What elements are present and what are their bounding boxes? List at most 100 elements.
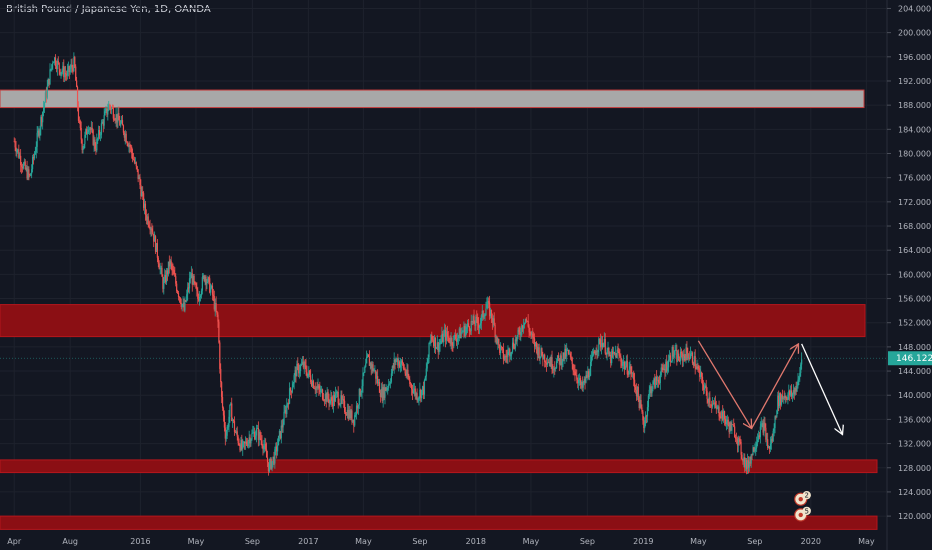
candle-body bbox=[748, 461, 750, 468]
candle-body bbox=[42, 107, 45, 112]
candle-body bbox=[374, 370, 376, 371]
candle-body bbox=[776, 410, 778, 417]
candle-body bbox=[243, 441, 245, 443]
candle-body bbox=[230, 403, 232, 405]
trend-arrow[interactable] bbox=[801, 343, 843, 435]
candle-body bbox=[611, 351, 613, 364]
candle-body bbox=[722, 411, 724, 421]
candle-body bbox=[472, 316, 474, 323]
candle-body bbox=[249, 437, 251, 444]
candle-body bbox=[142, 191, 144, 194]
candle-body bbox=[239, 444, 241, 451]
candle-body bbox=[125, 133, 127, 143]
candle-body bbox=[773, 428, 775, 431]
candle-body bbox=[252, 432, 254, 434]
candle-body bbox=[51, 64, 53, 69]
price-axis[interactable]: 204.000 200.000 196.000 192.000 188.000 184.0… bbox=[887, 4, 931, 521]
candle-body bbox=[563, 352, 565, 359]
candle-body bbox=[322, 399, 325, 401]
candle-body bbox=[426, 363, 428, 369]
candle-body bbox=[288, 388, 291, 404]
price-tick-label: 204.000 bbox=[898, 4, 931, 13]
candle-body bbox=[269, 458, 271, 464]
candle-body bbox=[745, 460, 747, 468]
candle-body bbox=[475, 316, 477, 326]
candle-body bbox=[318, 385, 320, 389]
candle-body bbox=[560, 355, 562, 366]
candle-body bbox=[285, 410, 287, 415]
candle-body bbox=[784, 395, 786, 399]
candle-body bbox=[503, 359, 505, 360]
candle-body bbox=[39, 128, 41, 136]
candle-body bbox=[418, 396, 420, 399]
candle-body bbox=[570, 356, 572, 358]
candle-body bbox=[498, 339, 500, 345]
candle-body bbox=[459, 328, 461, 339]
candle-body bbox=[362, 372, 364, 387]
candle-body bbox=[265, 443, 267, 450]
candle-body bbox=[516, 335, 518, 342]
candle-body bbox=[656, 379, 659, 381]
candle-body bbox=[667, 367, 669, 371]
candle-body bbox=[397, 358, 399, 366]
candle-body bbox=[363, 372, 365, 374]
candle-body bbox=[109, 106, 112, 110]
candle-body bbox=[530, 332, 532, 335]
candle-body bbox=[180, 302, 182, 307]
candle-body bbox=[743, 457, 745, 462]
candle-body bbox=[145, 215, 147, 221]
candle-body bbox=[388, 384, 390, 388]
time-axis[interactable]: Apr Aug 2016 May Sep 2017 May Sep 2018 May Sep 2019… bbox=[7, 537, 875, 546]
candle-body bbox=[43, 102, 46, 108]
candle-body bbox=[457, 335, 460, 339]
candle-body bbox=[377, 382, 380, 384]
candle-body bbox=[90, 127, 92, 130]
event-marker[interactable]: 5 bbox=[794, 506, 811, 522]
candle-body bbox=[92, 130, 94, 145]
candle-body bbox=[302, 361, 304, 368]
candle-body bbox=[37, 130, 39, 133]
candle-body bbox=[23, 161, 25, 165]
candle-body bbox=[772, 430, 774, 442]
candle-body bbox=[406, 369, 408, 376]
candle-body bbox=[622, 363, 624, 366]
trend-arrow[interactable] bbox=[751, 344, 799, 429]
candle-body bbox=[621, 361, 623, 366]
candle-body bbox=[132, 152, 134, 160]
candle-body bbox=[182, 303, 184, 305]
candle-body bbox=[768, 446, 771, 449]
candle-body bbox=[70, 64, 72, 69]
candle-body bbox=[402, 363, 404, 369]
candle-body bbox=[605, 353, 607, 355]
candle-body bbox=[682, 354, 684, 361]
candle-body bbox=[568, 353, 571, 355]
candle-body bbox=[593, 351, 595, 354]
candle-body bbox=[247, 441, 249, 447]
candle-body bbox=[435, 347, 437, 349]
candle-body bbox=[633, 373, 635, 380]
candle-body bbox=[724, 418, 727, 425]
candle-body bbox=[557, 355, 560, 359]
price-tick-label: 148.000 bbox=[898, 343, 931, 352]
candle-body bbox=[289, 388, 292, 391]
marker-layer[interactable]: 25 bbox=[794, 490, 811, 522]
candle-body bbox=[271, 461, 273, 469]
candle-body bbox=[653, 378, 655, 382]
candle-body bbox=[193, 275, 195, 282]
candle-body bbox=[348, 410, 350, 419]
price-tick-label: 128.000 bbox=[898, 464, 931, 473]
candle-body bbox=[390, 373, 393, 382]
candle-body bbox=[640, 399, 642, 408]
candle-body bbox=[248, 437, 250, 442]
candle-body bbox=[15, 147, 17, 153]
candle-body bbox=[800, 364, 802, 374]
candle-body bbox=[77, 106, 80, 121]
candle-body bbox=[74, 57, 76, 67]
trend-arrow[interactable] bbox=[697, 340, 751, 429]
candle-body bbox=[495, 336, 497, 338]
candle-body bbox=[120, 122, 122, 126]
event-marker[interactable]: 2 bbox=[794, 490, 811, 506]
candle-body bbox=[356, 405, 359, 409]
candle-body bbox=[761, 423, 763, 424]
